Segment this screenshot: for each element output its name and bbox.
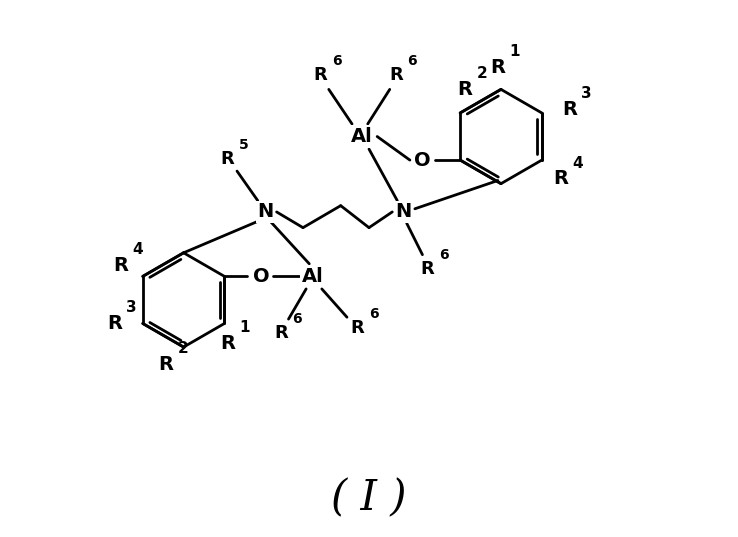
Text: 1: 1 — [509, 44, 520, 59]
Text: R: R — [554, 170, 568, 188]
Text: 6: 6 — [369, 308, 379, 322]
Text: 3: 3 — [582, 86, 592, 101]
Text: 6: 6 — [439, 248, 449, 262]
Text: R: R — [421, 259, 435, 278]
Text: R: R — [314, 66, 328, 84]
Text: R: R — [107, 314, 122, 333]
Text: 4: 4 — [572, 156, 582, 171]
Text: 4: 4 — [132, 242, 142, 257]
Text: R: R — [458, 79, 473, 99]
Text: 5: 5 — [239, 138, 249, 152]
Text: R: R — [221, 149, 235, 168]
Text: 2: 2 — [177, 342, 188, 357]
Text: R: R — [490, 58, 506, 77]
Text: R: R — [562, 100, 578, 119]
Text: R: R — [274, 324, 288, 342]
Text: 6: 6 — [292, 313, 302, 326]
Text: R: R — [351, 319, 365, 337]
Text: R: R — [389, 66, 403, 84]
Text: 3: 3 — [125, 300, 137, 315]
Text: 2: 2 — [477, 66, 487, 81]
Text: N: N — [396, 202, 412, 221]
Text: O: O — [252, 267, 269, 286]
Text: 6: 6 — [407, 54, 417, 69]
Text: N: N — [257, 202, 273, 221]
Text: 6: 6 — [332, 54, 342, 69]
Text: Al: Al — [351, 127, 373, 146]
Text: ( I ): ( I ) — [331, 477, 407, 519]
Text: Al: Al — [302, 267, 323, 286]
Text: R: R — [220, 334, 235, 353]
Text: 1: 1 — [239, 320, 249, 335]
Text: R: R — [113, 256, 128, 274]
Text: O: O — [414, 150, 431, 170]
Text: R: R — [159, 355, 173, 374]
